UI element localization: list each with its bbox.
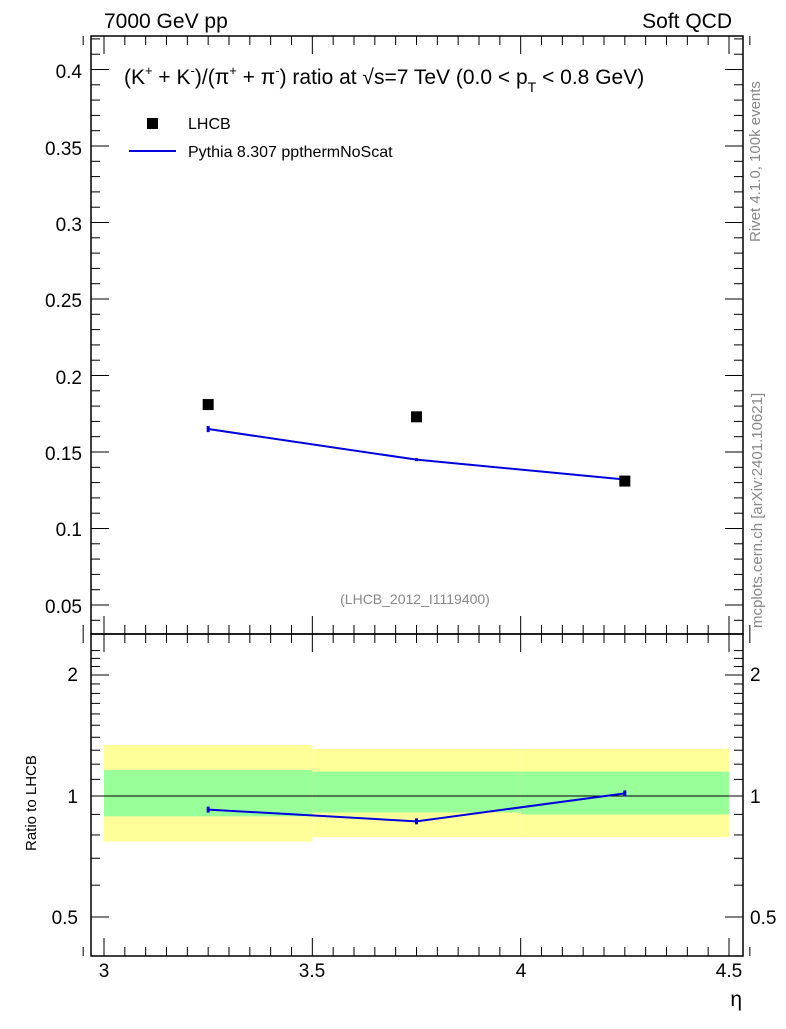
ratio-tick-label-left: 1: [67, 787, 78, 808]
x-tick-label: 3: [99, 961, 110, 982]
title-part: + π: [237, 66, 275, 89]
analysis-tag: (LHCB_2012_I1119400): [340, 591, 490, 607]
x-axis-label: η: [730, 988, 742, 1011]
title-part: (K: [124, 66, 145, 89]
title-part: < 0.8 GeV): [536, 66, 644, 89]
mcplots-reference-label: mcplots.cern.ch [arXiv:2401.10621]: [749, 393, 766, 628]
legend-data-label: LHCB: [188, 116, 231, 133]
ratio-y-axis-label: Ratio to LHCB: [23, 755, 40, 851]
y-tick-label: 0.35: [45, 139, 82, 160]
ratio-tick-label-right: 2: [750, 665, 761, 686]
data-point: [619, 476, 630, 487]
main-y-tick-labels: 0.05 0.1 0.15 0.2 0.25 0.3 0.35 0.4: [45, 62, 82, 618]
y-tick-label: 0.05: [45, 597, 82, 618]
plot-canvas: 7000 GeV pp Soft QCD Rivet 4.1.0, 100k e…: [0, 0, 786, 1024]
title-part: ) ratio at √s=7 TeV (0.0 < p: [280, 66, 528, 89]
data-point: [411, 411, 422, 422]
ratio-stat-band: [312, 772, 520, 813]
ratio-tick-label-right: 1: [750, 787, 761, 808]
title-part: + K: [153, 66, 191, 89]
title-sup: +: [145, 63, 153, 78]
title-sup: +: [229, 63, 237, 78]
main-data-marks: [203, 399, 631, 487]
y-tick-label: 0.25: [45, 291, 82, 312]
y-tick-label: 0.2: [56, 368, 82, 389]
y-tick-label: 0.1: [56, 520, 82, 541]
data-point: [203, 399, 214, 410]
mc-series-line: [208, 429, 625, 479]
y-tick-label: 0.4: [56, 62, 83, 83]
ratio-uncertainty-bands: [104, 745, 729, 842]
y-tick-label: 0.15: [45, 444, 82, 465]
x-tick-label: 3.5: [299, 961, 325, 982]
legend: LHCB Pythia 8.307 ppthermNoScat: [129, 116, 393, 161]
legend-mc-label: Pythia 8.307 ppthermNoScat: [188, 144, 393, 161]
header-category-label: Soft QCD: [642, 10, 732, 33]
ratio-tick-label-left: 0.5: [52, 908, 78, 929]
y-tick-label: 0.3: [56, 215, 82, 236]
rivet-version-label: Rivet 4.1.0, 100k events: [747, 81, 764, 242]
header-energy-label: 7000 GeV pp: [104, 10, 228, 33]
x-tick-labels: 3 3.5 4 4.5: [99, 961, 743, 982]
x-tick-label: 4.5: [716, 961, 742, 982]
title-part: )/(π: [195, 66, 229, 89]
x-tick-label: 4: [516, 961, 527, 982]
legend-data-marker: [147, 118, 158, 129]
plot-title: (K+ + K-)/(π+ + π-) ratio at √s=7 TeV (0…: [124, 63, 644, 95]
ratio-tick-label-right: 0.5: [750, 908, 776, 929]
ratio-tick-label-left: 2: [67, 665, 78, 686]
